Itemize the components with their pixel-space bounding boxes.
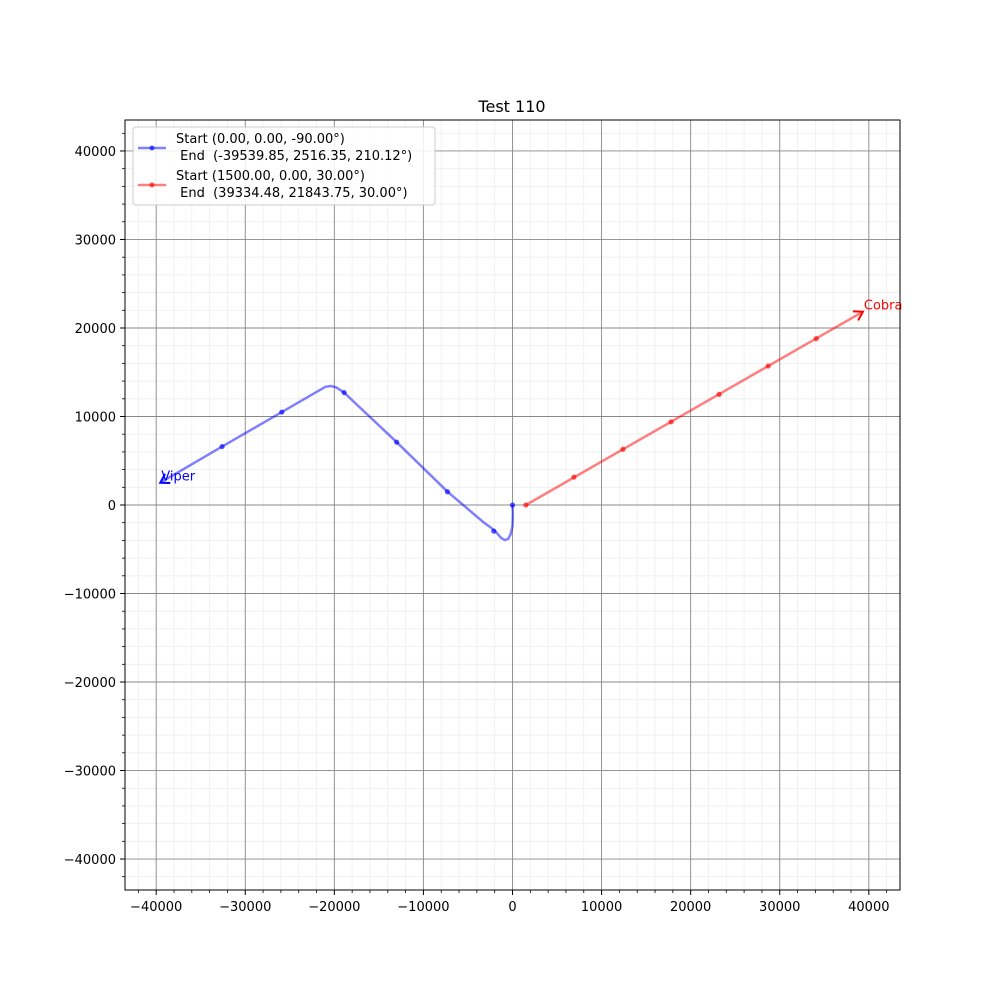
series-1-marker: [444, 489, 451, 495]
x-tick-label: −30000: [219, 900, 271, 915]
series-1-end-label: Viper: [161, 470, 195, 485]
x-tick-label: 30000: [759, 900, 800, 915]
series-2-marker: [668, 419, 674, 425]
series-2-marker: [716, 391, 722, 397]
series-2-line: [525, 310, 864, 507]
legend-marker-series-1: [149, 145, 155, 151]
series-1-line: [159, 384, 515, 542]
legend-label-series-1-end: End (-39539.85, 2516.35, 210.12°): [176, 149, 412, 164]
x-tick-label: 40000: [848, 900, 889, 915]
legend-label-series-2-start: Start (1500.00, 0.00, 30.00°): [176, 169, 365, 184]
x-tick-label: −10000: [397, 900, 449, 915]
x-tick-label: 0: [508, 900, 516, 915]
series-2-end-arrow: [852, 310, 865, 321]
y-axis-ticks: −40000 −30000 −20000 −10000 0 10000 20000 30000…: [64, 132, 125, 878]
x-tick-label: −20000: [308, 900, 360, 915]
y-tick-label: −30000: [64, 765, 116, 780]
series-2-marker: [620, 446, 626, 452]
series-2-marker: [571, 474, 577, 480]
y-tick-label: −10000: [64, 588, 116, 603]
y-tick-label: 0: [108, 499, 116, 514]
y-tick-label: −20000: [64, 676, 116, 691]
y-tick-label: 30000: [75, 233, 116, 248]
legend-label-series-2-end: End (39334.48, 21843.75, 30.00°): [176, 186, 408, 201]
series-2-end-label: Cobra: [864, 299, 903, 314]
x-tick-label: −40000: [130, 900, 182, 915]
chart-title: Test 110: [477, 97, 545, 116]
series-1-marker: [341, 389, 347, 396]
legend: Start (0.00, 0.00, -90.00°) End (-39539.…: [132, 126, 436, 206]
x-tick-label: 10000: [581, 900, 622, 915]
legend-box: [132, 126, 436, 206]
series-1-marker: [219, 443, 225, 450]
series-1-marker: [509, 502, 516, 508]
series-2-marker: [765, 363, 771, 369]
series-layer: Viper Cobra: [158, 299, 903, 542]
series-2-marker: [813, 336, 819, 342]
y-tick-label: −40000: [64, 853, 116, 868]
x-tick-label: 20000: [670, 900, 711, 915]
series-1-marker: [394, 439, 400, 445]
x-axis-ticks: −40000 −30000 −20000 −10000 0 10000 20000 30000…: [130, 890, 890, 915]
series-2-marker: [523, 502, 529, 508]
y-tick-label: 10000: [75, 410, 116, 425]
series-1-marker: [491, 528, 497, 534]
legend-marker-series-2: [149, 182, 155, 188]
y-tick-label: 20000: [75, 322, 116, 337]
series-1-marker: [279, 409, 285, 415]
y-tick-label: 40000: [75, 145, 116, 160]
series-1-end-arrow: [158, 473, 171, 484]
legend-label-series-1-start: Start (0.00, 0.00, -90.00°): [176, 132, 345, 147]
